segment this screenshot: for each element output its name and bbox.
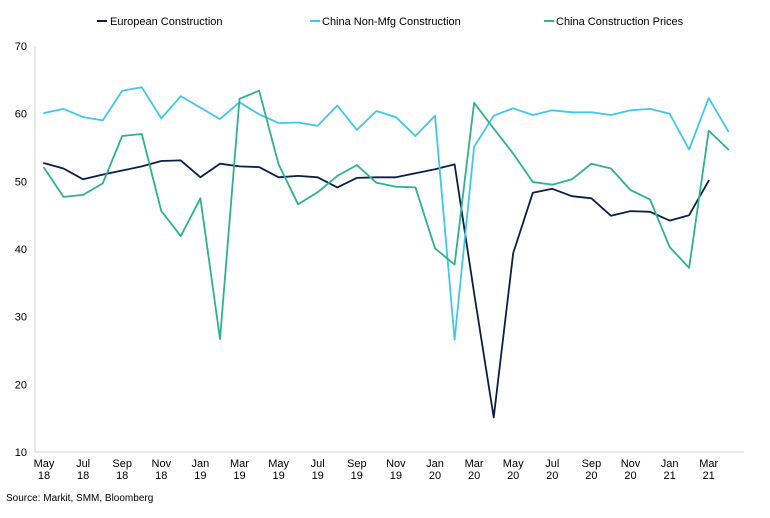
legend: European Construction China Non-Mfg Cons… bbox=[97, 16, 684, 28]
x-tick-label: May 19 bbox=[268, 458, 289, 482]
legend-entry-china-construction-prices: China Construction Prices bbox=[544, 16, 684, 28]
x-tick-label: Nov 20 bbox=[621, 458, 641, 482]
legend-entry-european-construction: European Construction bbox=[97, 16, 223, 28]
x-tick-label: Jan 19 bbox=[192, 458, 210, 482]
x-tick-label: Mar 21 bbox=[699, 458, 718, 482]
x-tick-label: Jan 20 bbox=[426, 458, 444, 482]
x-tick-label: Jul 18 bbox=[76, 458, 90, 482]
legend-label-china-construction-prices: China Construction Prices bbox=[556, 16, 684, 28]
y-tick-label: 40 bbox=[15, 244, 27, 256]
x-tick-label: Jul 20 bbox=[545, 458, 559, 482]
y-tick-label: 50 bbox=[15, 176, 27, 188]
x-tick-label: Sep 18 bbox=[112, 458, 132, 482]
series-line-european-construction bbox=[43, 159, 710, 419]
x-tick-label: Nov 19 bbox=[386, 458, 406, 482]
y-axis: 10 20 30 40 50 60 70 bbox=[15, 41, 36, 459]
x-tick-label: Jan 21 bbox=[661, 458, 679, 482]
series-line-china-non-mfg-construction bbox=[43, 86, 730, 341]
x-axis: May 18 Jul 18 Sep 18 Nov 18 Jan 19 Mar 19 May 19 Jul 19… bbox=[34, 451, 744, 482]
y-tick-label: 30 bbox=[15, 312, 27, 324]
x-tick-label: Nov 18 bbox=[152, 458, 172, 482]
y-tick-label: 20 bbox=[15, 379, 27, 391]
x-tick-label: Mar 19 bbox=[230, 458, 249, 482]
legend-label-china-non-mfg-construction: China Non-Mfg Construction bbox=[322, 16, 461, 28]
source-note: Source: Markit, SMM, Bloomberg bbox=[6, 493, 154, 504]
series-line-china-construction-prices bbox=[43, 89, 730, 340]
x-tick-label: Sep 20 bbox=[582, 458, 602, 482]
x-tick-label: May 20 bbox=[503, 458, 524, 482]
x-tick-label: Mar 20 bbox=[465, 458, 484, 482]
legend-entry-china-non-mfg-construction: China Non-Mfg Construction bbox=[310, 16, 461, 28]
y-tick-label: 70 bbox=[15, 41, 27, 53]
legend-label-european-construction: European Construction bbox=[110, 16, 223, 28]
x-tick-label: Sep 19 bbox=[347, 458, 367, 482]
series-layer bbox=[43, 86, 730, 419]
x-tick-label: Jul 19 bbox=[311, 458, 325, 482]
y-tick-label: 10 bbox=[15, 447, 27, 459]
x-tick-label: May 18 bbox=[34, 458, 55, 482]
y-tick-label: 60 bbox=[15, 109, 27, 121]
